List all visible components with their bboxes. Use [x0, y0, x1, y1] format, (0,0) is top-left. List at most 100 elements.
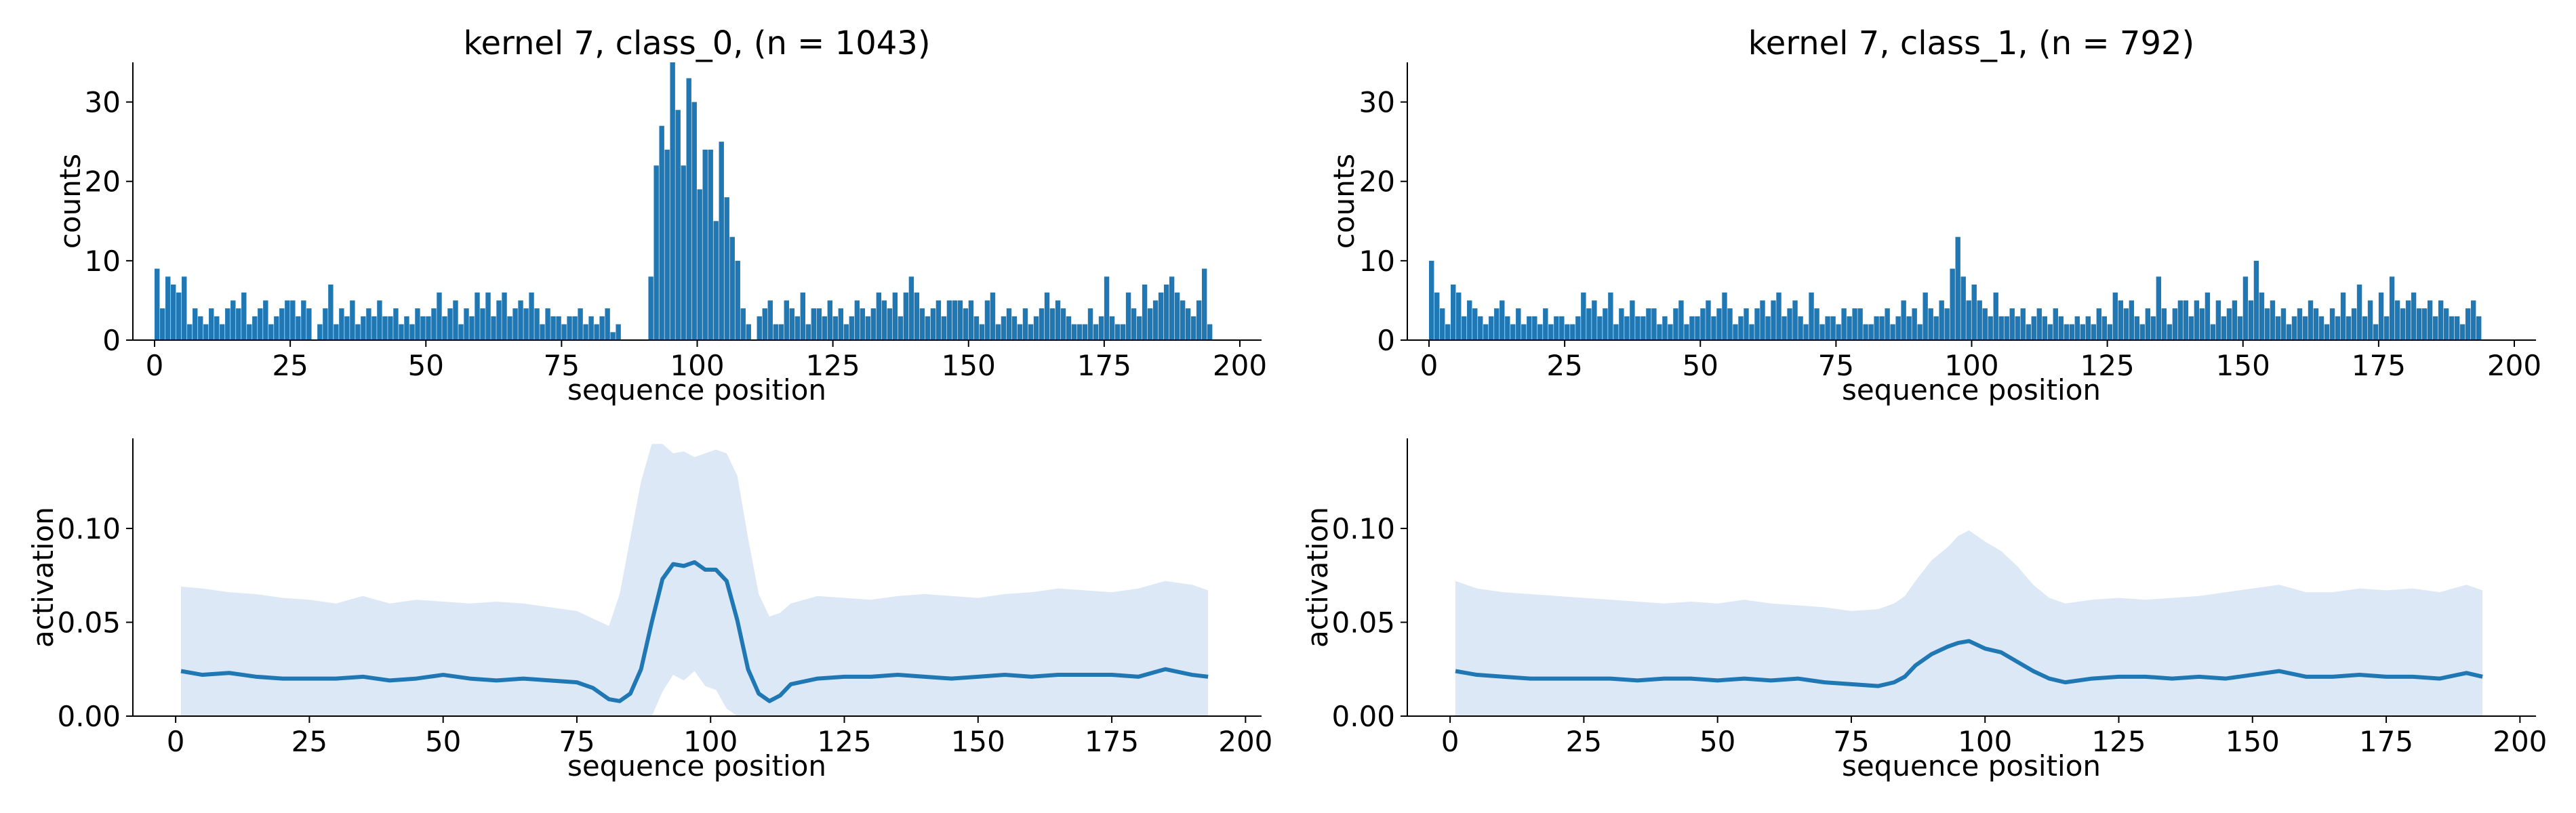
- histogram-bar: [2253, 260, 2259, 340]
- histogram-bar: [1565, 324, 1570, 340]
- histogram-bar: [653, 165, 659, 341]
- histogram-bar: [1011, 316, 1018, 340]
- histogram-bar: [350, 300, 355, 340]
- x-tick-label: 100: [1944, 349, 1998, 382]
- histogram-bar: [599, 316, 605, 340]
- histogram-bar: [702, 149, 708, 341]
- histogram-bar: [2053, 308, 2058, 340]
- histogram-bar: [1174, 292, 1180, 340]
- histogram-bar: [724, 197, 729, 340]
- histogram-bar: [849, 316, 855, 340]
- histogram-bar: [2183, 300, 2189, 340]
- histogram-bar: [1776, 292, 1782, 340]
- y-tick-label: 10: [1359, 245, 1395, 278]
- histogram-bar: [404, 316, 409, 340]
- x-tick-label: 150: [942, 349, 996, 382]
- histogram-bar: [2042, 316, 2047, 340]
- histogram-bar: [344, 316, 350, 340]
- histogram-bar: [2318, 316, 2325, 340]
- histogram-class1-bars: [1429, 236, 2482, 340]
- histogram-bar: [1109, 316, 1115, 340]
- histogram-bar: [475, 292, 480, 340]
- histogram-bar: [334, 324, 339, 340]
- histogram-bar: [2459, 324, 2466, 340]
- x-tick-label: 0: [146, 349, 164, 382]
- histogram-bar: [220, 324, 225, 340]
- histogram-bar: [686, 78, 691, 341]
- histogram-bar: [2074, 316, 2080, 340]
- y-tick-label: 30: [1359, 86, 1395, 119]
- histogram-class0-panel: kernel 7, class_0, (n = 1043) 0 25 50 75 100…: [54, 24, 1267, 406]
- histogram-bar: [1131, 308, 1137, 340]
- histogram-bar: [1879, 316, 1885, 340]
- histogram-bar: [2324, 324, 2330, 340]
- histogram-bar: [1467, 300, 1472, 340]
- histogram-bar: [2297, 308, 2303, 340]
- histogram-bar: [572, 316, 578, 340]
- histogram-bar: [1874, 316, 1879, 340]
- mean-activation-line: [1455, 639, 2483, 688]
- histogram-bar: [523, 308, 529, 340]
- histogram-bar: [464, 308, 469, 340]
- histogram-bar: [1483, 324, 1489, 340]
- histogram-bar: [1017, 324, 1023, 340]
- histogram-bar: [789, 308, 794, 340]
- histogram-bar: [1809, 292, 1814, 340]
- histogram-bar: [2411, 292, 2417, 340]
- histogram-bar: [778, 324, 784, 340]
- histogram-bar: [941, 316, 947, 340]
- histogram-bar: [1646, 308, 1651, 340]
- histogram-bar: [480, 308, 485, 340]
- histogram-bar: [2405, 300, 2411, 340]
- histogram-bar: [1814, 308, 1819, 340]
- histogram-bar: [268, 324, 274, 340]
- histogram-bar: [1142, 285, 1148, 340]
- histogram-bar: [2215, 300, 2221, 340]
- histogram-bar: [691, 102, 697, 340]
- histogram-bar: [1982, 308, 1988, 340]
- histogram-bar: [442, 316, 447, 340]
- histogram-bar: [155, 268, 160, 340]
- histogram-bar: [794, 316, 800, 340]
- histogram-bar: [518, 300, 523, 340]
- histogram-bar: [1966, 300, 1971, 340]
- histogram-bar: [2389, 276, 2395, 340]
- histogram-bar: [1554, 316, 1559, 340]
- histogram-bar: [1180, 300, 1186, 340]
- histogram-bar: [534, 308, 540, 340]
- histogram-bar: [1456, 292, 1462, 340]
- histogram-bar: [805, 324, 811, 340]
- histogram-bar: [583, 324, 588, 340]
- histogram-bar: [979, 324, 985, 340]
- histogram-bar: [681, 165, 686, 341]
- histogram-bar: [193, 308, 198, 340]
- histogram-bar: [1076, 324, 1083, 340]
- histogram-bar: [838, 308, 844, 340]
- histogram-bar: [377, 300, 382, 340]
- histogram-bar: [610, 332, 616, 340]
- histogram-bar: [2134, 316, 2140, 340]
- histogram-class1-axes: 0 25 50 75 100 125 150 175 200 0 10 20 30: [1359, 62, 2541, 382]
- activation-class1-panel: 0 25 50 75 100 125 150 175 200 0.00 0.05 0.10 seque…: [1301, 438, 2547, 783]
- x-tick-label: 125: [806, 349, 860, 382]
- histogram-bar: [502, 292, 507, 340]
- histogram-bar: [2150, 316, 2156, 340]
- y-tick-label: 30: [85, 86, 121, 119]
- histogram-bar: [881, 300, 887, 340]
- histogram-bar: [1548, 324, 1554, 340]
- chart-title-class1: kernel 7, class_1, (n = 792): [1748, 24, 2195, 62]
- histogram-bar: [2421, 308, 2428, 340]
- histogram-bar: [995, 324, 1001, 340]
- histogram-bar: [1049, 308, 1055, 340]
- histogram-bar: [1939, 300, 1944, 340]
- histogram-bar: [371, 316, 377, 340]
- x-tick-label: 25: [272, 349, 308, 382]
- histogram-bar: [1613, 324, 1619, 340]
- std-band: [181, 444, 1209, 716]
- histogram-bar: [2465, 308, 2471, 340]
- histogram-bar: [171, 285, 176, 340]
- histogram-bar: [2454, 316, 2460, 340]
- histogram-bar: [908, 276, 914, 340]
- histogram-bar: [2443, 308, 2449, 340]
- histogram-bar: [214, 316, 220, 340]
